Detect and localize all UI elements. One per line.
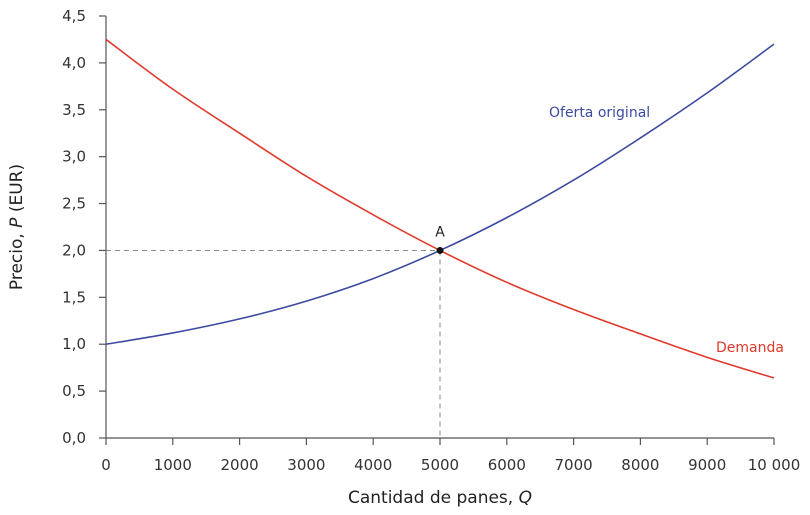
- y-tick-label: 0,5: [62, 382, 86, 400]
- y-tick-label: 2,5: [62, 195, 86, 213]
- x-tick-label: 5000: [421, 456, 459, 474]
- x-axis-ticks: 0 1000 2000 3000 4000 5000 6000 7000 8000 9000 10 …: [101, 438, 800, 474]
- point-a-label: A: [435, 224, 445, 240]
- y-axis-title: Precio, P (EUR): [7, 164, 27, 290]
- y-tick-label: 0,0: [62, 429, 86, 447]
- x-tick-label: 6000: [488, 456, 526, 474]
- y-tick-label: 4,0: [62, 54, 86, 72]
- y-tick-label: 3,0: [62, 148, 86, 166]
- x-tick-label: 10 000: [748, 456, 801, 474]
- x-tick-label: 1000: [154, 456, 192, 474]
- demand-label: Demanda: [716, 340, 784, 356]
- y-tick-label: 2,0: [62, 241, 86, 259]
- x-tick-label: 2000: [221, 456, 259, 474]
- x-tick-label: 9000: [688, 456, 726, 474]
- x-axis-title: Cantidad de panes, Q: [348, 488, 532, 508]
- y-tick-label: 1,5: [62, 288, 86, 306]
- x-tick-label: 4000: [354, 456, 392, 474]
- y-tick-label: 4,5: [62, 7, 86, 25]
- x-tick-label: 3000: [287, 456, 325, 474]
- equilibrium-point-a: [436, 246, 444, 254]
- x-tick-label: 8000: [621, 456, 659, 474]
- x-tick-label: 7000: [555, 456, 593, 474]
- supply-label: Oferta original: [549, 105, 650, 121]
- x-tick-label: 0: [101, 456, 111, 474]
- y-tick-label: 3,5: [62, 101, 86, 119]
- y-tick-label: 1,0: [62, 335, 86, 353]
- y-axis-ticks: 0,0 0,5 1,0 1,5 2,0 2,5 3,0 3,5 4,0 4,5: [62, 7, 106, 447]
